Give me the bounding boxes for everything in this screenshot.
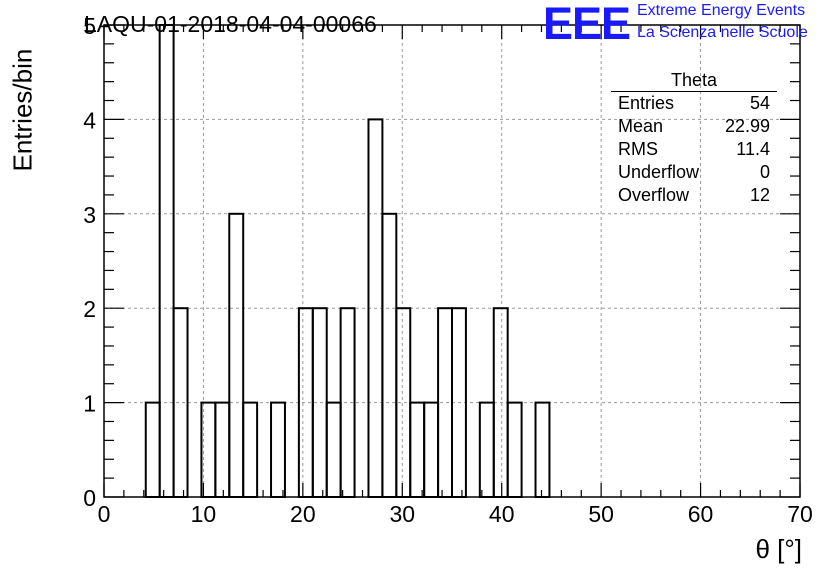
histogram-bar [144,401,161,499]
stats-row-entries: Entries 54 [611,92,777,115]
stats-label: Mean [618,116,664,136]
logo-line-2: La Scienza nelle Scuole [637,24,808,41]
stats-label: Overflow [618,185,690,205]
x-tick-label: 10 [191,501,217,527]
x-tick-label: 20 [290,501,316,527]
y-tick-label: 2 [83,296,96,322]
stats-row-underflow: Underflow 0 [611,161,777,184]
histogram-bar [423,401,440,499]
chart-title: LAQU-01-2018-04-04-00066 [84,11,377,37]
plot-frame [103,24,801,498]
stats-box: Theta Entries 54 Mean 22.99 RMS 11.4 Und… [611,70,777,207]
y-tick-label: 1 [83,391,96,417]
stats-value: 54 [749,93,770,113]
x-tick-label: 0 [98,501,111,527]
eee-logo: EEE [543,0,631,49]
logo-line-1: Extreme Energy Events [637,2,806,19]
stats-row-overflow: Overflow 12 [611,184,777,207]
x-tick-label: 60 [688,501,714,527]
y-axis-label: Entries/bin [7,48,38,172]
x-tick-label: 40 [489,501,515,527]
stats-label: RMS [618,139,658,159]
histogram-bar [534,401,551,499]
y-tick-label: 5 [83,13,96,39]
histogram-bar [270,401,286,499]
histogram-bar [228,212,245,499]
stats-value: 22.99 [724,116,770,136]
stats-label: Underflow [618,162,700,182]
stats-value: 11.4 [736,139,770,159]
x-tick-label: 30 [389,501,415,527]
histogram-bar [172,307,189,499]
stats-row-mean: Mean 22.99 [611,115,777,138]
stats-value: 0 [759,162,770,182]
x-tick-label: 50 [588,501,614,527]
histogram-bar [506,401,523,499]
stats-row-rms: RMS 11.4 [611,138,777,161]
histogram-bar [325,401,342,499]
y-tick-label: 3 [83,202,96,228]
histogram-bar [478,401,495,499]
histogram-bar [214,401,231,499]
stats-value: 12 [749,185,770,205]
stats-label: Entries [618,93,675,113]
histogram-bar [158,24,175,498]
histogram-bar [242,401,259,499]
histogram-bar [409,401,426,499]
histogram-bars [144,24,551,499]
axis-ticks [103,24,801,498]
y-tick-label: 4 [83,107,96,133]
y-tick-label: 0 [83,485,96,511]
x-tick-label: 70 [787,501,813,527]
x-axis-label: θ [°] [755,534,802,564]
histogram-bar [381,212,398,499]
stats-title: Theta [611,70,777,92]
